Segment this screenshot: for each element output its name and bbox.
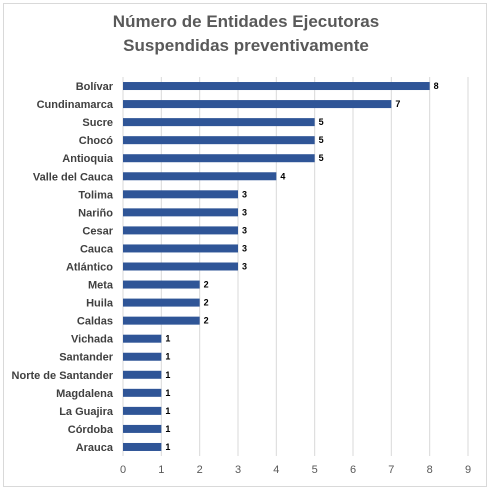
data-label: 1 bbox=[165, 424, 170, 434]
x-tick-label: 9 bbox=[465, 464, 471, 476]
category-label: La Guajira bbox=[59, 406, 114, 418]
bar bbox=[123, 370, 162, 379]
data-label: 1 bbox=[165, 352, 170, 362]
bar bbox=[123, 388, 162, 397]
bar bbox=[123, 406, 162, 415]
bar bbox=[123, 334, 162, 343]
bar bbox=[123, 442, 162, 451]
data-label: 2 bbox=[204, 280, 209, 290]
x-tick-label: 8 bbox=[427, 464, 433, 476]
category-label: Córdoba bbox=[68, 424, 114, 436]
category-label: Cesar bbox=[82, 225, 113, 237]
category-label: Norte de Santander bbox=[12, 370, 114, 382]
category-label: Sucre bbox=[82, 117, 113, 129]
data-label: 4 bbox=[280, 171, 285, 181]
data-label: 2 bbox=[204, 298, 209, 308]
chart-title-line-2: Suspendidas preventivamente bbox=[123, 36, 369, 55]
category-label: Chocó bbox=[79, 135, 114, 147]
category-label: Magdalena bbox=[56, 388, 114, 400]
bar bbox=[123, 172, 277, 181]
category-label: Atlántico bbox=[66, 262, 113, 274]
bar bbox=[123, 154, 315, 163]
category-label: Caldas bbox=[77, 316, 113, 328]
category-label: Nariño bbox=[78, 207, 113, 219]
bar bbox=[123, 226, 238, 235]
data-label: 1 bbox=[165, 388, 170, 398]
category-label: Cundinamarca bbox=[37, 99, 114, 111]
category-label: Santander bbox=[59, 352, 114, 364]
data-label: 2 bbox=[204, 316, 209, 326]
x-tick-label: 7 bbox=[388, 464, 394, 476]
category-label: Tolima bbox=[78, 189, 114, 201]
category-label: Arauca bbox=[76, 442, 114, 454]
bar bbox=[123, 298, 200, 307]
category-label: Valle del Cauca bbox=[33, 171, 114, 183]
x-tick-label: 2 bbox=[197, 464, 203, 476]
x-tick-label: 5 bbox=[312, 464, 318, 476]
category-label: Antioquia bbox=[62, 153, 114, 165]
chart-title: Número de Entidades Ejecutoras Suspendid… bbox=[0, 10, 492, 58]
data-label: 7 bbox=[395, 99, 400, 109]
x-tick-label: 3 bbox=[235, 464, 241, 476]
category-label: Huila bbox=[86, 298, 114, 310]
bar bbox=[123, 244, 238, 253]
data-label: 3 bbox=[242, 243, 247, 253]
data-label: 3 bbox=[242, 207, 247, 217]
category-label: Bolívar bbox=[76, 81, 114, 93]
data-label: 3 bbox=[242, 189, 247, 199]
x-tick-label: 4 bbox=[273, 464, 279, 476]
data-label: 5 bbox=[319, 135, 324, 145]
data-label: 1 bbox=[165, 442, 170, 452]
bar bbox=[123, 136, 315, 145]
category-label: Cauca bbox=[80, 243, 114, 255]
bar bbox=[123, 316, 200, 325]
bar bbox=[123, 82, 430, 91]
x-tick-label: 6 bbox=[350, 464, 356, 476]
bar bbox=[123, 190, 238, 199]
category-label: Meta bbox=[88, 280, 114, 292]
bar bbox=[123, 352, 162, 361]
data-label: 1 bbox=[165, 406, 170, 416]
bar bbox=[123, 208, 238, 217]
bar bbox=[123, 262, 238, 271]
x-tick-label: 1 bbox=[158, 464, 164, 476]
bar bbox=[123, 424, 162, 433]
x-tick-label: 0 bbox=[120, 464, 126, 476]
data-label: 3 bbox=[242, 262, 247, 272]
data-label: 5 bbox=[319, 117, 324, 127]
data-label: 1 bbox=[165, 334, 170, 344]
bar bbox=[123, 118, 315, 127]
data-label: 8 bbox=[434, 81, 439, 91]
category-label: Vichada bbox=[71, 334, 114, 346]
bar bbox=[123, 100, 392, 109]
data-label: 5 bbox=[319, 153, 324, 163]
chart-title-line-1: Número de Entidades Ejecutoras bbox=[112, 12, 380, 31]
data-label: 3 bbox=[242, 225, 247, 235]
data-label: 1 bbox=[165, 370, 170, 380]
bar bbox=[123, 280, 200, 289]
